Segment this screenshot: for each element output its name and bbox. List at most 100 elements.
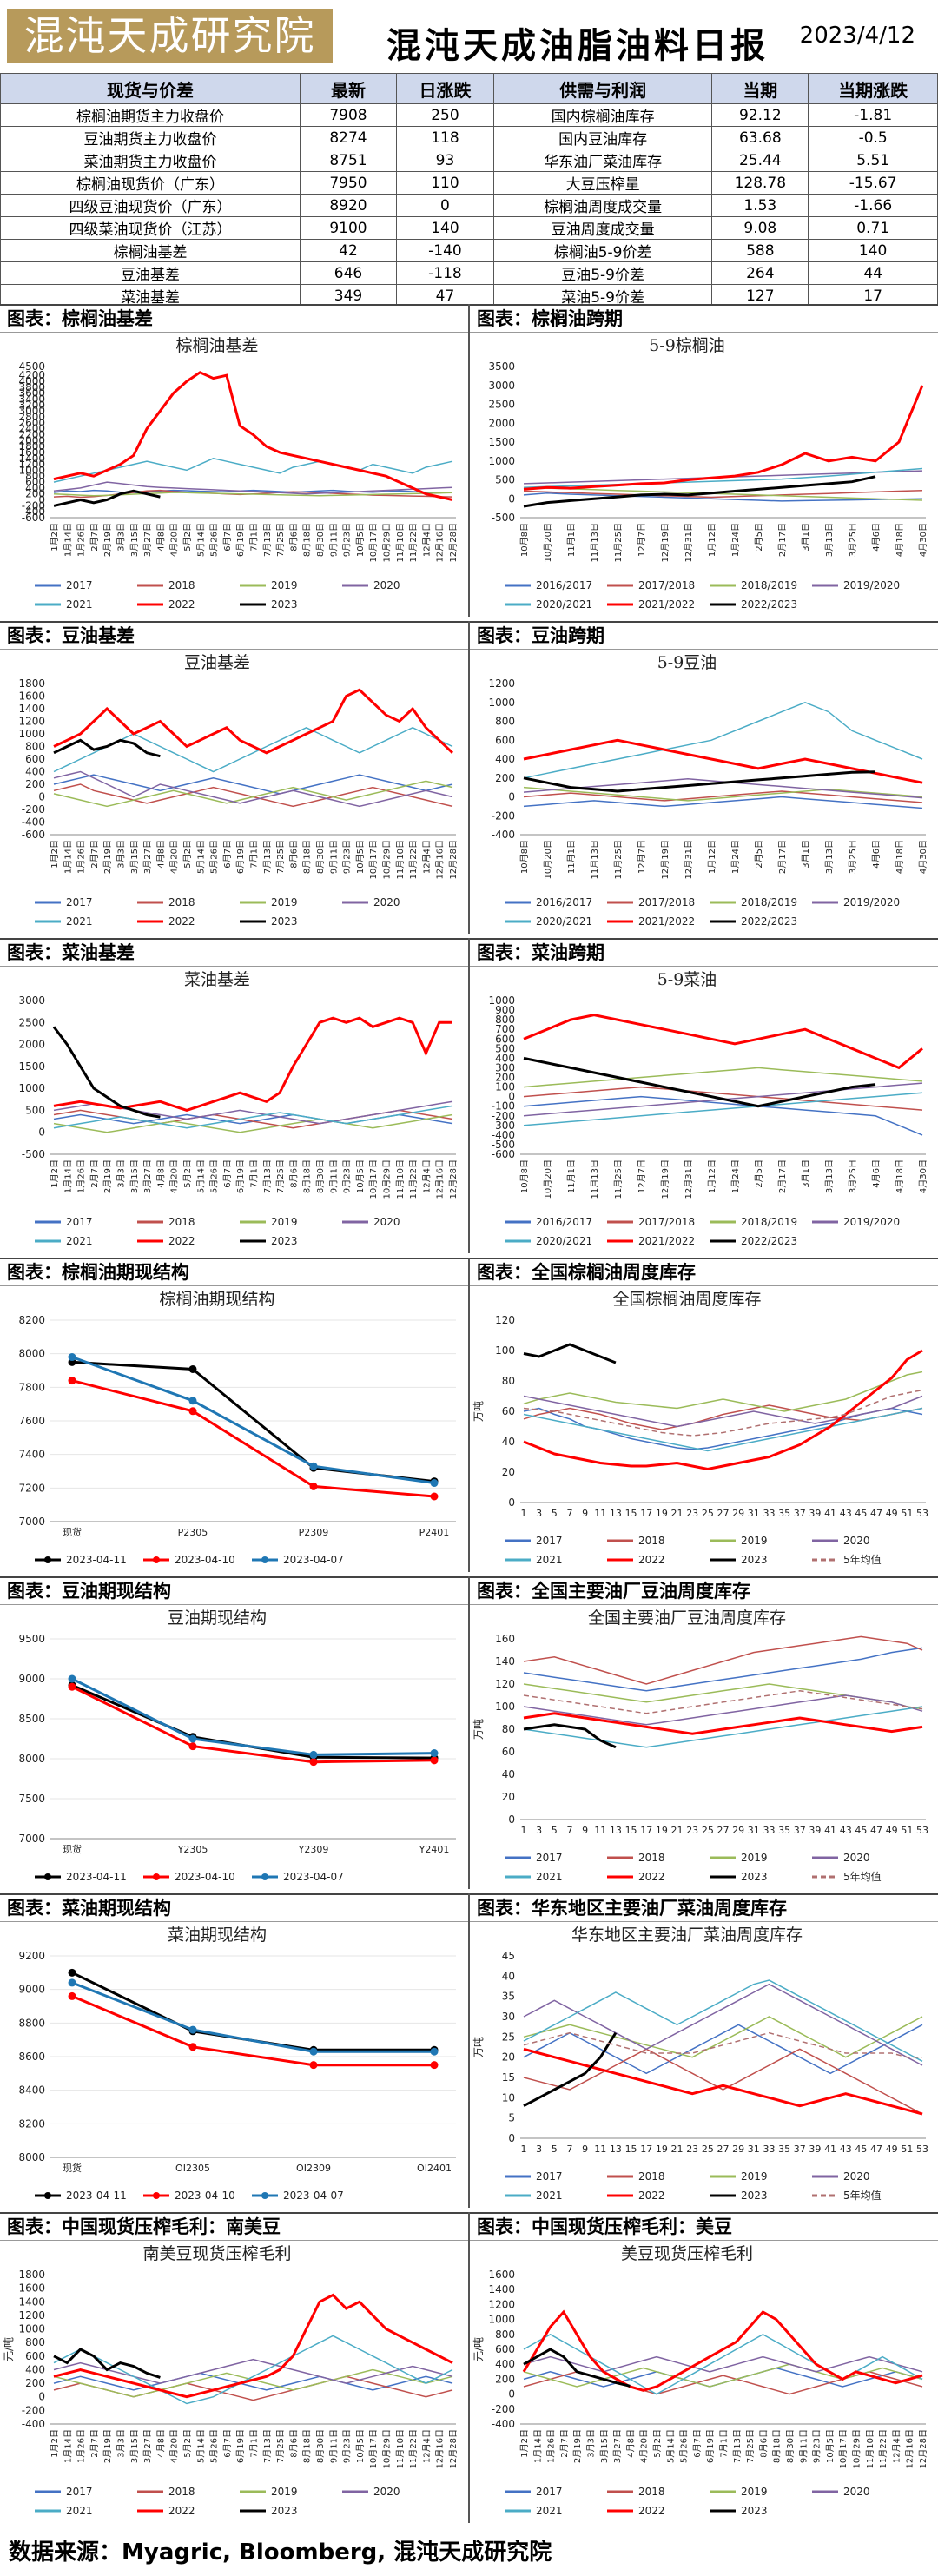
y-tick-label: -400	[22, 816, 45, 829]
y-tick-label: 0	[508, 791, 515, 803]
y-tick-label: 400	[495, 753, 515, 765]
y-tick-label: 800	[495, 2328, 515, 2341]
series-line	[523, 2363, 923, 2388]
table-cell: 8751	[300, 149, 397, 172]
series-line	[523, 2367, 923, 2388]
y-tick-label: 4000	[18, 375, 45, 387]
table-cell: 349	[300, 284, 397, 307]
x-tick-label: 9月11日	[328, 1159, 339, 1193]
x-tick-label: 41	[824, 1508, 836, 1519]
chart-title: 棕榈油期现结构	[159, 1290, 274, 1309]
legend-label: 2023-04-11	[66, 1554, 127, 1566]
series-line	[523, 489, 923, 499]
x-tick-label: 5月2日	[182, 1159, 193, 1188]
y-tick-label: 1500	[18, 1060, 45, 1073]
x-tick-label: 23	[686, 1508, 698, 1519]
y-tick-label: 7800	[18, 1381, 45, 1393]
legend-label: 2023-04-11	[66, 2190, 127, 2202]
legend-label: 5年均值	[843, 1553, 882, 1566]
y-tick-label: 100	[495, 1081, 515, 1093]
x-tick-label: 11月13日	[590, 523, 600, 562]
x-tick-label: 3月15日	[129, 523, 140, 557]
legend-swatch-marker	[44, 1556, 51, 1563]
x-tick-label: 11月1日	[566, 523, 577, 557]
y-tick-label: 3600	[18, 387, 45, 400]
series-line	[523, 1647, 923, 1692]
x-tick-label: 2月19日	[102, 523, 113, 557]
x-tick-label: 2月7日	[89, 1159, 100, 1188]
y-tick-label: -400	[22, 2418, 45, 2430]
section-title: 图表：棕榈油跨期	[470, 304, 938, 333]
y-tick-label: 3000	[18, 405, 45, 417]
x-tick-label: 3月25日	[848, 523, 858, 557]
x-tick-label: OI2401	[417, 2163, 452, 2174]
x-tick-label: 9	[582, 1508, 588, 1519]
series-line	[71, 1379, 435, 1498]
x-tick-label: 4月18日	[895, 840, 905, 874]
data-point	[68, 1377, 76, 1385]
x-tick-label: 2月19日	[102, 1159, 113, 1193]
x-tick-label: 3月3日	[116, 840, 127, 869]
table-header-cell: 现货与价差	[0, 73, 301, 104]
chart-title: 菜油期现结构	[168, 1925, 267, 1945]
x-tick-label: 5月26日	[209, 523, 220, 557]
y-tick-label: -600	[22, 512, 45, 524]
x-tick-label: 6月7日	[222, 523, 233, 552]
table-header-cell: 日涨跌	[395, 73, 494, 104]
legend-label: 2018/2019	[741, 579, 797, 591]
series-line	[523, 796, 923, 809]
legend-label: 2017/2018	[638, 896, 695, 908]
x-tick-label: 1月26日	[76, 1159, 87, 1193]
x-tick-label: 10月5日	[355, 840, 366, 874]
x-tick-label: 12月16日	[435, 2429, 446, 2468]
legend-label: 2022	[638, 1871, 665, 1883]
legend-swatch-marker	[261, 2192, 268, 2199]
x-tick-label: 43	[840, 1508, 852, 1519]
y-tick-label: 8200	[18, 1314, 45, 1326]
series-line	[523, 1712, 923, 1735]
section-title: 图表：中国现货压榨毛利：美豆	[470, 2212, 938, 2241]
x-tick-label: 3月3日	[116, 2429, 127, 2458]
legend-label: 2023	[271, 915, 298, 928]
x-tick-label: 12月19日	[660, 1159, 670, 1199]
x-tick-label: 11月10日	[395, 840, 406, 879]
legend-label: 2018	[638, 2486, 665, 2498]
y-tick-label: 9500	[18, 1633, 45, 1645]
chart-title: 5-9豆油	[657, 653, 717, 672]
table-cell: 8920	[300, 194, 397, 217]
section-title: 图表：棕榈油期现结构	[0, 1258, 468, 1286]
x-tick-label: 7月1日	[249, 523, 260, 552]
x-tick-label: 1	[521, 1825, 527, 1836]
x-tick-label: 2月19日	[102, 2429, 113, 2463]
table-header-cell: 当期涨跌	[808, 73, 938, 104]
series-line	[523, 1706, 923, 1748]
x-tick-label: 37	[794, 2143, 806, 2155]
table-row: 菜油基差 349 47 菜油5-9价差 127 17	[0, 284, 938, 307]
x-tick-label: 4月20日	[169, 523, 180, 557]
x-tick-label: 7月1日	[249, 840, 260, 869]
y-tick-label: 140	[495, 1655, 515, 1668]
x-tick-label: 3月3日	[116, 523, 127, 552]
x-tick-label: 现货	[63, 1843, 82, 1855]
legend-label: 2019	[741, 1535, 768, 1547]
x-tick-label: 39	[809, 2143, 821, 2155]
x-tick-label: 8月18日	[772, 2429, 783, 2463]
y-tick-label: 1000	[18, 1082, 45, 1094]
x-tick-label: 11月1日	[566, 840, 577, 874]
y-tick-label: 1400	[18, 2295, 45, 2308]
y-tick-label: 1400	[18, 452, 45, 465]
x-tick-label: 10月17日	[368, 2429, 379, 2468]
legend-swatch-marker	[153, 1556, 160, 1563]
y-tick-label: 0	[508, 2388, 515, 2401]
x-tick-label: 7	[566, 1825, 572, 1836]
legend-label: 2018/2019	[741, 1216, 797, 1228]
legend-label: 2021/2022	[638, 598, 695, 611]
x-tick-label: Y2305	[177, 1844, 208, 1855]
series-line	[52, 1026, 161, 1119]
data-point	[68, 1353, 76, 1362]
x-tick-label: 1月2日	[50, 2429, 60, 2458]
x-tick-label: OI2305	[175, 2163, 210, 2174]
x-tick-label: 10月17日	[368, 840, 379, 879]
x-tick-label: 10月20日	[543, 1159, 553, 1199]
y-tick-label: 300	[495, 1061, 515, 1073]
